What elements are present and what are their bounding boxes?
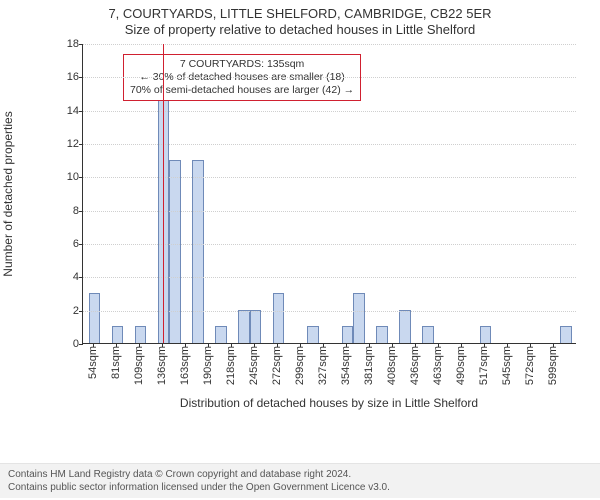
histogram-bar: [353, 293, 365, 343]
title-line2: Size of property relative to detached ho…: [0, 22, 600, 38]
y-tick: 18: [53, 38, 79, 50]
y-tick: 2: [53, 305, 79, 317]
x-tick: 436sqm: [409, 346, 421, 385]
x-tick: 218sqm: [225, 346, 237, 385]
histogram-bar: [89, 293, 101, 343]
histogram-bar: [238, 310, 250, 343]
x-tick: 163sqm: [179, 346, 191, 385]
y-tick: 12: [53, 138, 79, 150]
histogram-bar: [422, 326, 434, 343]
x-tick: 299sqm: [294, 346, 306, 385]
x-tick: 517sqm: [478, 346, 490, 385]
x-tick: 136sqm: [156, 346, 168, 385]
y-tick: 8: [53, 205, 79, 217]
y-tick: 0: [53, 338, 79, 350]
footer: Contains HM Land Registry data © Crown c…: [0, 463, 600, 498]
title-line1: 7, COURTYARDS, LITTLE SHELFORD, CAMBRIDG…: [0, 6, 600, 22]
histogram-bar: [273, 293, 285, 343]
x-tick: 545sqm: [501, 346, 513, 385]
footer-inner: Contains HM Land Registry data © Crown c…: [0, 463, 600, 498]
footer-line2: Contains public sector information licen…: [8, 481, 592, 494]
x-tick: 354sqm: [340, 346, 352, 385]
plot-area: 7 COURTYARDS: 135sqm ← 30% of detached h…: [82, 44, 576, 344]
histogram-bar: [135, 326, 147, 343]
histogram-bar: [192, 160, 204, 343]
y-axis-label: Number of detached properties: [1, 111, 15, 276]
chart-figure: 7, COURTYARDS, LITTLE SHELFORD, CAMBRIDG…: [0, 0, 600, 500]
x-tick: 572sqm: [524, 346, 536, 385]
x-tick: 81sqm: [110, 346, 122, 379]
histogram-bar: [342, 326, 354, 343]
x-axis-label: Distribution of detached houses by size …: [82, 396, 576, 410]
histogram-bar: [169, 160, 181, 343]
footer-line1: Contains HM Land Registry data © Crown c…: [8, 468, 592, 481]
x-tick: 490sqm: [455, 346, 467, 385]
x-tick: 381sqm: [363, 346, 375, 385]
y-tick: 10: [53, 171, 79, 183]
y-tick: 14: [53, 105, 79, 117]
histogram-bar: [215, 326, 227, 343]
chart-area: Number of detached properties 7 COURTYAR…: [56, 44, 576, 384]
highlight-line: [163, 44, 164, 343]
histogram-bar: [376, 326, 388, 343]
x-tick: 109sqm: [133, 346, 145, 385]
x-tick: 190sqm: [202, 346, 214, 385]
histogram-bar: [480, 326, 492, 343]
x-tick: 327sqm: [317, 346, 329, 385]
histogram-bar: [560, 326, 572, 343]
y-tick: 4: [53, 271, 79, 283]
y-tick: 6: [53, 238, 79, 250]
histogram-bar: [307, 326, 319, 343]
x-tick: 54sqm: [87, 346, 99, 379]
x-tick: 408sqm: [386, 346, 398, 385]
histogram-bar: [112, 326, 124, 343]
title-block: 7, COURTYARDS, LITTLE SHELFORD, CAMBRIDG…: [0, 0, 600, 37]
x-tick: 463sqm: [432, 346, 444, 385]
x-tick: 599sqm: [547, 346, 559, 385]
x-tick: 272sqm: [271, 346, 283, 385]
histogram-bar: [399, 310, 411, 343]
x-tick: 245sqm: [248, 346, 260, 385]
y-tick: 16: [53, 71, 79, 83]
histogram-bar: [250, 310, 262, 343]
